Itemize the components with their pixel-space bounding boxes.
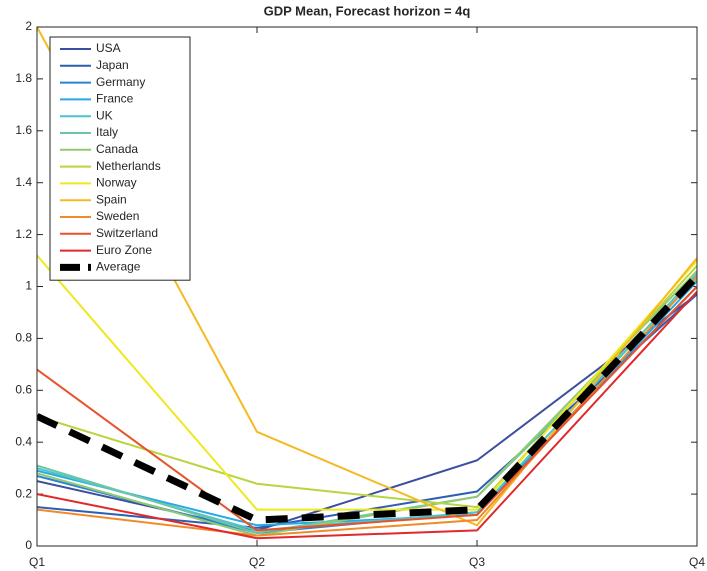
legend-label: UK <box>96 108 113 122</box>
y-tick-label: 1.8 <box>15 71 32 85</box>
series-line <box>37 273 697 524</box>
legend-label: Canada <box>96 142 138 156</box>
y-tick-label: 0.4 <box>15 434 32 448</box>
y-tick-label: 0.2 <box>15 486 32 500</box>
legend-label: Italy <box>96 125 118 139</box>
y-tick-label: 0 <box>25 538 32 552</box>
series-line <box>37 272 697 532</box>
legend-label: Switzerland <box>96 226 158 240</box>
plot <box>37 27 697 540</box>
series-line <box>37 285 697 532</box>
series-line <box>37 293 697 529</box>
legend-label: Japan <box>96 58 129 72</box>
x-tick-label: Q2 <box>249 555 265 569</box>
legend-label: Spain <box>96 192 127 206</box>
y-tick-label: 1.4 <box>15 175 32 189</box>
legend-label: Average <box>96 260 141 274</box>
y-tick-label: 1.6 <box>15 123 32 137</box>
series-line <box>37 275 697 537</box>
y-tick-label: 1 <box>25 279 32 293</box>
x-tick-label: Q3 <box>469 555 485 569</box>
y-tick-label: 1.2 <box>15 227 32 241</box>
series-line <box>37 291 697 540</box>
series-line <box>37 280 697 527</box>
plot-frame <box>36 26 698 547</box>
x-tick-label: Q4 <box>689 555 705 569</box>
y-tick-label: 2 <box>25 19 32 33</box>
legend-label: France <box>96 92 134 106</box>
x-tick-label: Q1 <box>29 555 45 569</box>
legend-label: Germany <box>96 75 145 89</box>
legend-label: Euro Zone <box>96 243 152 257</box>
y-tick-label: 0.6 <box>15 382 32 396</box>
legend-label: Norway <box>96 176 137 190</box>
y-tick-label: 0.8 <box>15 331 32 345</box>
legend-box <box>49 36 191 281</box>
legend-label: Netherlands <box>96 159 161 173</box>
chart-title: GDP Mean, Forecast horizon = 4q <box>264 3 471 18</box>
legend-label: Sweden <box>96 209 139 223</box>
legend-label: USA <box>96 41 121 55</box>
series-line <box>37 254 697 511</box>
